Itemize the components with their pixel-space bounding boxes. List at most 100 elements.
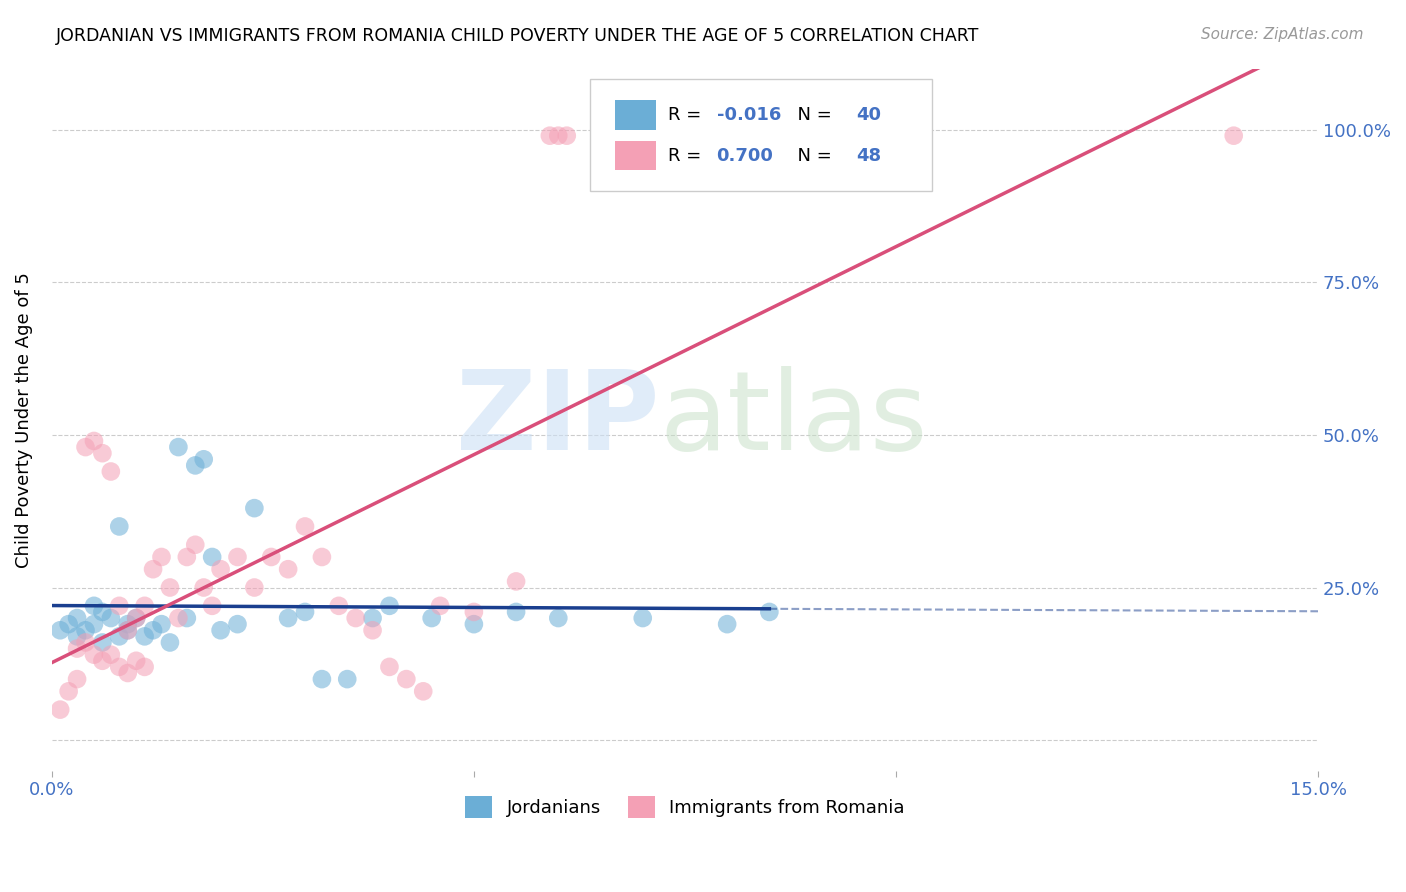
Point [167,611,190,625]
Point [75,635,97,649]
Point [631,611,654,625]
Y-axis label: Child Poverty Under the Age of 5: Child Poverty Under the Age of 5 [15,272,32,567]
Point [91,635,114,649]
Point [125,654,148,668]
Point [159,581,181,595]
Point [159,635,181,649]
Point [134,599,156,613]
Point [716,617,738,632]
Bar [616,141,655,170]
Point [58,617,80,632]
Point [91,654,114,668]
Point [344,611,367,625]
Point [134,629,156,643]
Text: ZIP: ZIP [456,366,659,473]
Point [336,672,359,686]
Point [412,684,434,698]
Point [176,549,198,564]
Point [125,611,148,625]
Point [91,446,114,460]
Text: Source: ZipAtlas.com: Source: ZipAtlas.com [1201,27,1364,42]
Point [83,434,105,448]
Text: R =: R = [668,146,707,165]
Point [463,605,485,619]
Point [538,128,561,143]
Point [547,611,569,625]
Point [420,611,443,625]
Point [294,519,316,533]
Point [100,465,122,479]
Point [463,617,485,632]
Text: R =: R = [668,106,707,124]
Point [201,599,224,613]
Point [209,562,232,576]
Point [277,611,299,625]
Point [277,562,299,576]
Point [311,549,333,564]
Point [75,624,97,638]
Point [167,440,190,454]
Text: 40: 40 [856,106,882,124]
Point [176,611,198,625]
Text: -0.016: -0.016 [717,106,780,124]
Point [361,624,384,638]
Point [243,581,266,595]
Point [66,629,89,643]
Point [108,629,131,643]
Point [125,611,148,625]
Text: N =: N = [786,106,838,124]
Point [226,549,249,564]
Point [150,549,173,564]
Point [58,684,80,698]
Point [758,605,780,619]
Text: atlas: atlas [659,366,928,473]
Point [209,624,232,638]
Point [201,549,224,564]
Point [311,672,333,686]
Text: 0.700: 0.700 [717,146,773,165]
Point [83,648,105,662]
Point [395,672,418,686]
Point [555,128,578,143]
Point [429,599,451,613]
Point [66,672,89,686]
Point [100,611,122,625]
Point [361,611,384,625]
Point [243,501,266,516]
Point [142,624,165,638]
Point [150,617,173,632]
Point [328,599,350,613]
Point [91,605,114,619]
Point [294,605,316,619]
Point [505,605,527,619]
Point [75,440,97,454]
Point [117,624,139,638]
Point [547,128,569,143]
Point [378,660,401,674]
Point [260,549,283,564]
Point [66,611,89,625]
Point [66,641,89,656]
Point [226,617,249,632]
Text: 48: 48 [856,146,882,165]
FancyBboxPatch shape [591,79,932,192]
Point [108,660,131,674]
Point [193,452,215,467]
Point [117,617,139,632]
Point [108,519,131,533]
Point [193,581,215,595]
Point [184,458,207,473]
Bar [616,100,655,129]
Text: JORDANIAN VS IMMIGRANTS FROM ROMANIA CHILD POVERTY UNDER THE AGE OF 5 CORRELATIO: JORDANIAN VS IMMIGRANTS FROM ROMANIA CHI… [56,27,980,45]
Point [117,624,139,638]
Point [83,599,105,613]
Point [142,562,165,576]
Point [49,703,72,717]
Point [505,574,527,589]
Point [108,599,131,613]
Point [100,648,122,662]
Point [134,660,156,674]
Point [184,538,207,552]
Point [1222,128,1244,143]
Legend: Jordanians, Immigrants from Romania: Jordanians, Immigrants from Romania [458,789,912,825]
